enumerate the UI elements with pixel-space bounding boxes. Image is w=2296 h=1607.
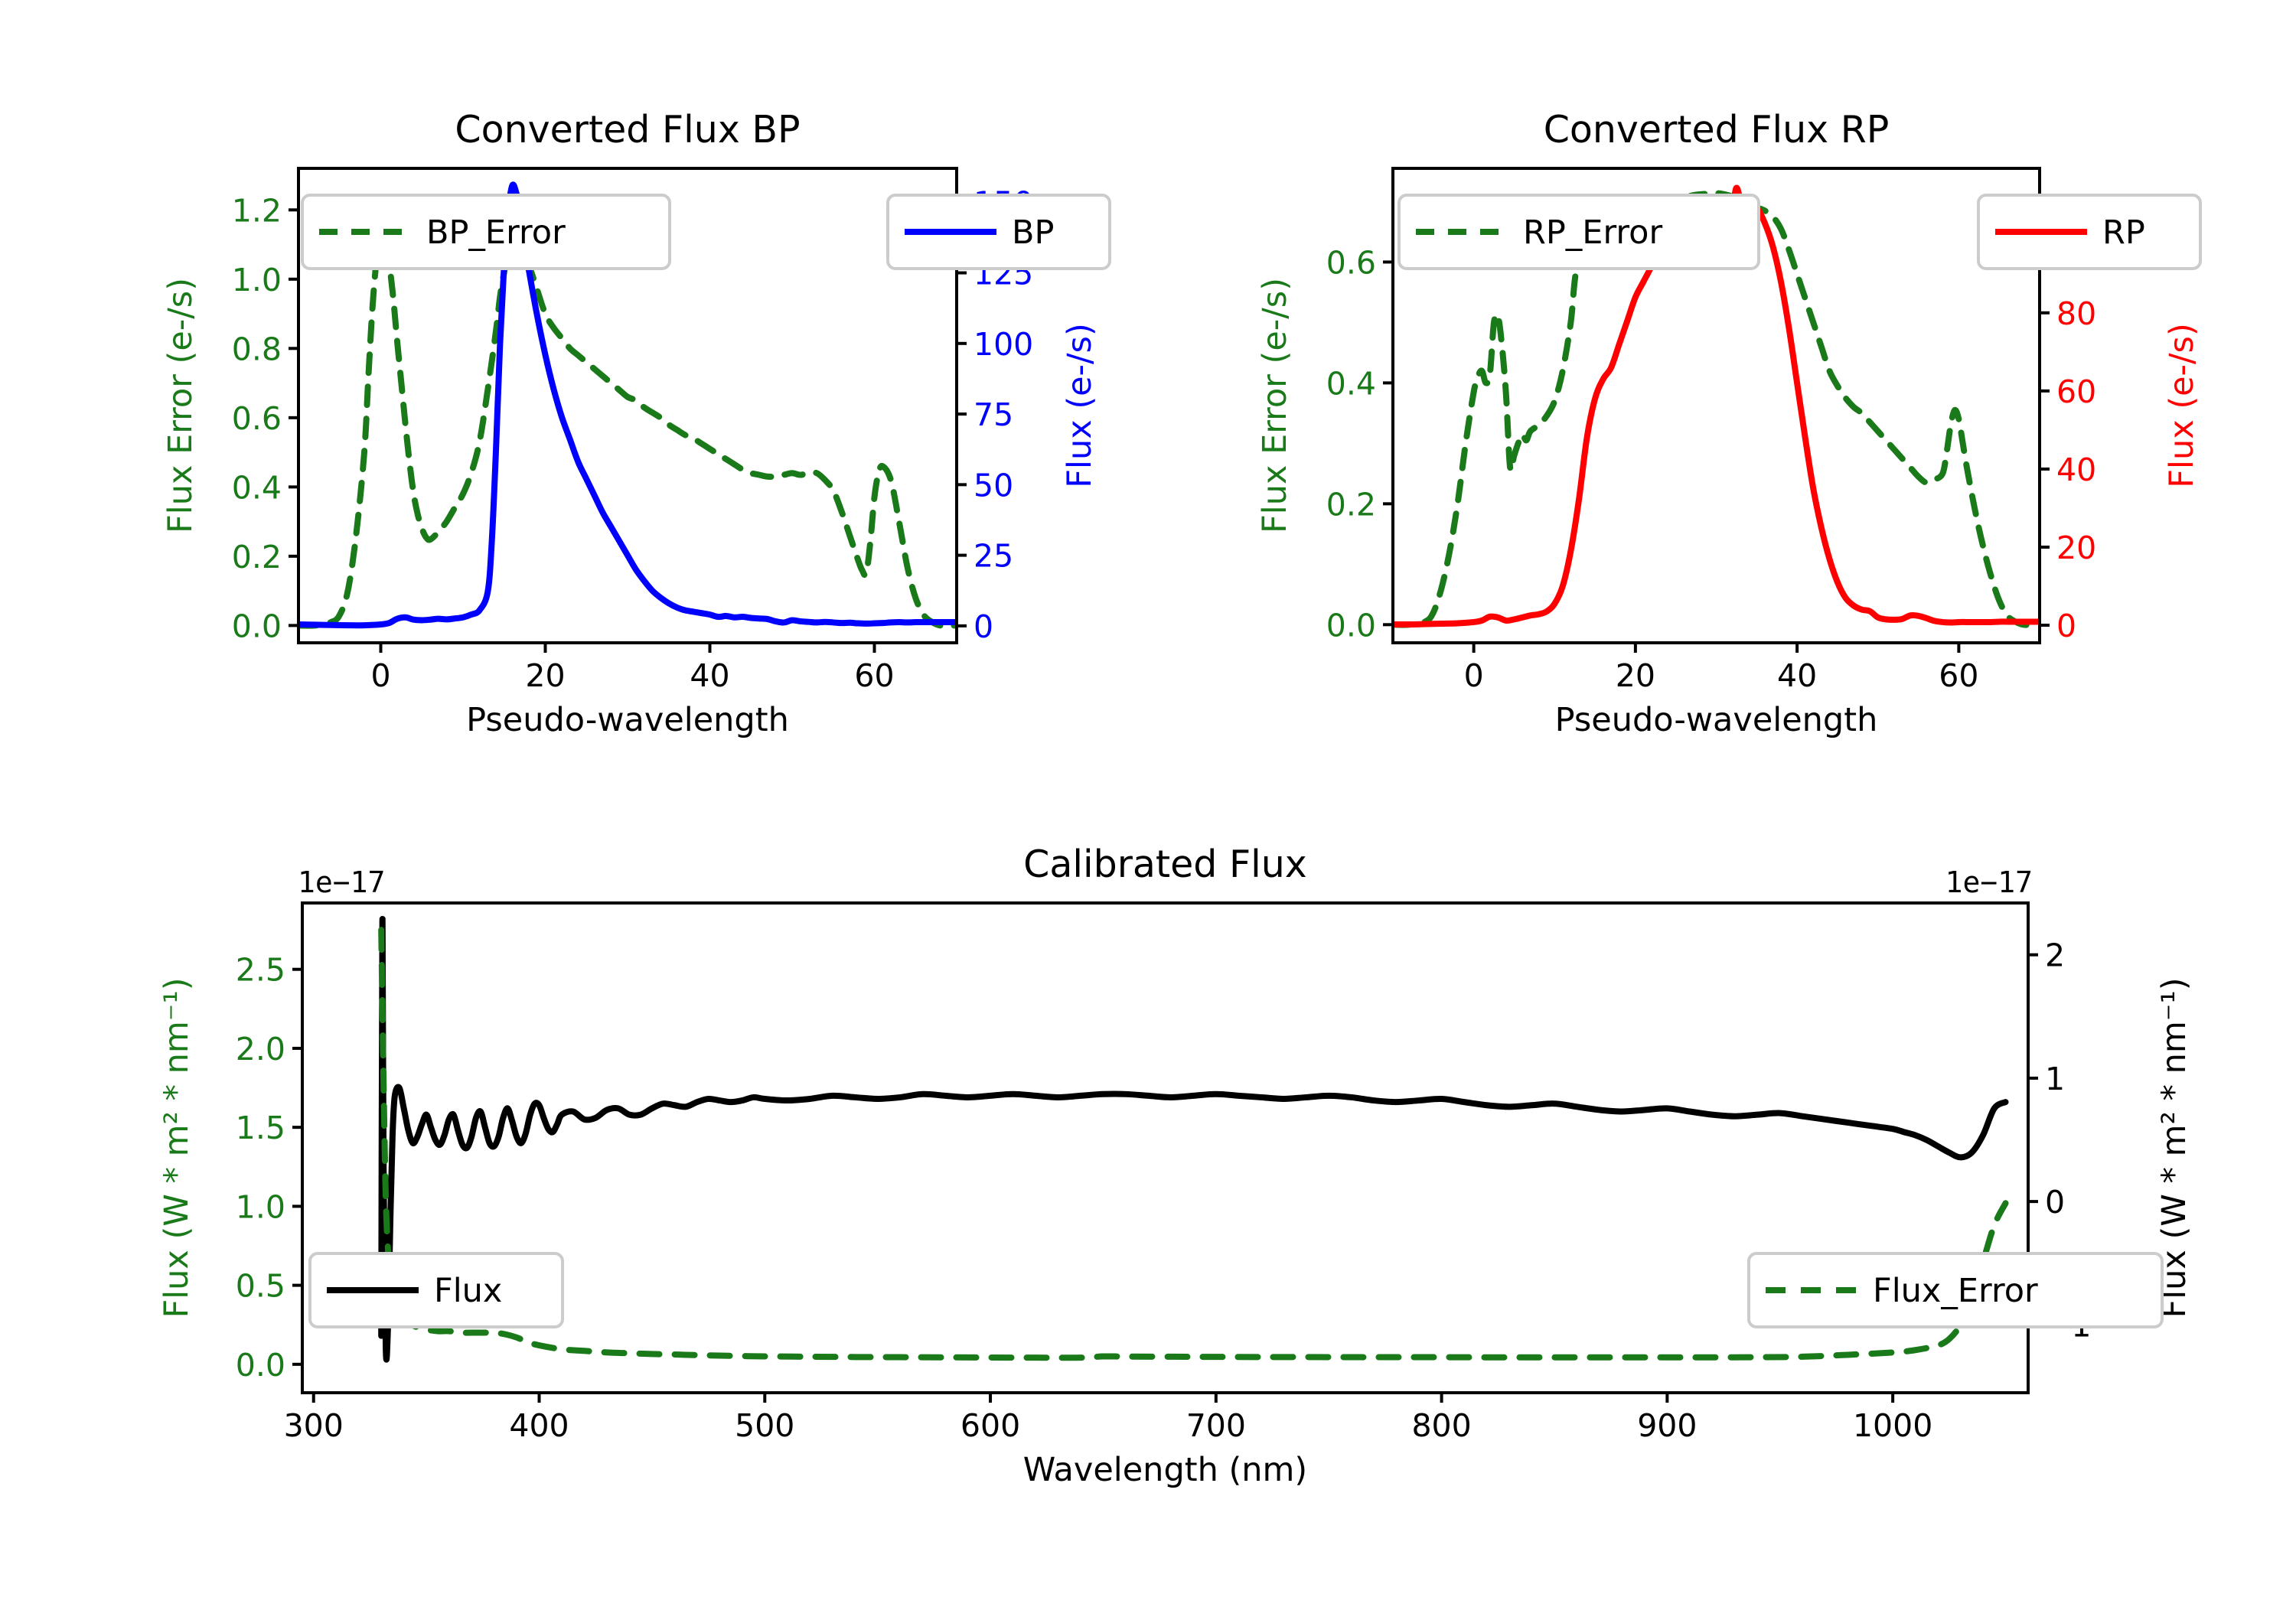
series-line-rp — [1393, 184, 2040, 628]
y-tick-label-left: 1.5 — [236, 1110, 285, 1146]
x-tick-label: 60 — [854, 657, 894, 694]
legend-label: RP_Error — [1523, 214, 1662, 252]
x-tick-label: 900 — [1637, 1407, 1697, 1444]
y-tick-label-right: 1 — [2045, 1061, 2065, 1097]
y-tick-label-left: 1.0 — [236, 1188, 285, 1225]
y-tick-label-right: 0 — [974, 608, 993, 645]
legend-box — [308, 1252, 564, 1328]
panel-converted-flux-rp: Converted Flux RP 0 20 40 60 Pseudo-wavelengt… — [1209, 108, 2258, 826]
y-axis-label-left: Flux Error (e-/s) — [161, 278, 200, 533]
y-tick-label-right: 0 — [2056, 608, 2076, 644]
y-tick-label-left: 0.4 — [1326, 365, 1376, 402]
axes-frame — [297, 167, 958, 644]
y-tick-label-right: 50 — [974, 467, 1013, 504]
y-tick-label-left: 0.8 — [232, 331, 282, 367]
y-tick-label-left: 0.6 — [232, 400, 282, 437]
x-tick-label: 60 — [1939, 657, 1978, 694]
x-axis-label: Pseudo-wavelength — [1555, 701, 1878, 739]
legend-rp_error[interactable]: RP_Error — [1397, 194, 1760, 270]
x-tick-label: 0 — [1464, 657, 1484, 694]
y-tick-label-right: 75 — [974, 396, 1013, 433]
x-tick-label: 800 — [1411, 1407, 1471, 1444]
y-tick-label-right: 2 — [2045, 937, 2065, 974]
y-tick-label-right: 100 — [974, 326, 1033, 363]
y-axis-label-left: Flux (W * m² * nm⁻¹) — [158, 978, 196, 1319]
legend-box — [301, 194, 671, 270]
chart-title: Converted Flux BP — [455, 108, 800, 152]
axes-frame — [1391, 167, 2041, 644]
y-tick-label-left: 0.2 — [1326, 486, 1376, 523]
y-tick-label-right: 20 — [2056, 530, 2096, 566]
x-tick-label: 40 — [1777, 657, 1817, 694]
y-tick-label-right: 25 — [974, 538, 1013, 575]
legend-flux_error[interactable]: Flux_Error — [1747, 1252, 2164, 1328]
y-tick-label-right: 80 — [2056, 295, 2096, 332]
x-tick-label: 500 — [735, 1407, 794, 1444]
x-axis-label: Wavelength (nm) — [1023, 1451, 1307, 1489]
series-line-flux_error — [378, 927, 2009, 1361]
series-line-bp_error — [298, 227, 957, 629]
y-tick-label-right: 40 — [2056, 451, 2096, 488]
x-tick-label: 1000 — [1853, 1407, 1932, 1444]
x-tick-label: 300 — [284, 1407, 344, 1444]
series-line-bp — [298, 181, 957, 629]
y-tick-label-left: 1.0 — [232, 262, 282, 298]
y-tick-label-right: 60 — [2056, 373, 2096, 410]
panel-converted-flux-bp: Converted Flux BP 0 20 40 60 Pseudo-wavelengt… — [115, 108, 1156, 826]
x-axis-label: Pseudo-wavelength — [466, 701, 789, 739]
legend-rp[interactable]: RP — [1977, 194, 2202, 270]
legend-label: RP — [2102, 214, 2145, 252]
y-axis-label-left: Flux Error (e-/s) — [1256, 278, 1294, 533]
chart-title: Converted Flux RP — [1544, 108, 1890, 152]
x-tick-label: 20 — [525, 657, 565, 694]
legend-box — [1397, 194, 1760, 270]
legend-label: Flux_Error — [1873, 1272, 2038, 1310]
offset-label-left: 1e−17 — [298, 865, 385, 899]
axes-frame — [301, 901, 2030, 1394]
x-tick-label: 0 — [370, 657, 390, 694]
chart-title: Calibrated Flux — [1023, 843, 1307, 886]
legend-bp_error[interactable]: BP_Error — [301, 194, 671, 270]
legend-label: BP_Error — [426, 214, 566, 252]
x-tick-label: 20 — [1616, 657, 1655, 694]
legend-box — [1747, 1252, 2164, 1328]
legend-flux[interactable]: Flux — [308, 1252, 564, 1328]
legend-box — [1977, 194, 2202, 270]
y-tick-label-left: 1.2 — [232, 192, 282, 229]
y-tick-label-left: 0.0 — [232, 608, 282, 644]
y-tick-label-left: 0.2 — [232, 539, 282, 575]
y-tick-label-left: 2.5 — [236, 952, 285, 989]
legend-bp[interactable]: BP — [886, 194, 1111, 270]
y-axis-label-right: Flux (e-/s) — [2163, 323, 2201, 487]
y-tick-label-left: 0.6 — [1326, 244, 1376, 281]
y-tick-label-right: 0 — [2045, 1184, 2065, 1221]
y-tick-label-left: 0.0 — [1326, 607, 1376, 644]
legend-label: BP — [1012, 214, 1054, 252]
x-tick-label: 700 — [1186, 1407, 1246, 1444]
legend-box — [886, 194, 1111, 270]
offset-label-right: 1e−17 — [1945, 865, 2033, 899]
series-line-flux — [378, 916, 2009, 1363]
y-tick-label-left: 0.0 — [236, 1347, 285, 1384]
panel-calibrated-flux: Calibrated Flux 1e−17 1e−17 300 400 500 600 700… — [115, 843, 2258, 1584]
y-tick-label-left: 0.4 — [232, 469, 282, 506]
x-tick-label: 40 — [690, 657, 729, 694]
x-tick-label: 600 — [960, 1407, 1020, 1444]
x-tick-label: 400 — [509, 1407, 569, 1444]
y-tick-label-left: 2.0 — [236, 1031, 285, 1068]
y-tick-label-left: 0.5 — [236, 1268, 285, 1305]
legend-label: Flux — [434, 1272, 502, 1310]
y-axis-label-right: Flux (e-/s) — [1061, 323, 1099, 487]
